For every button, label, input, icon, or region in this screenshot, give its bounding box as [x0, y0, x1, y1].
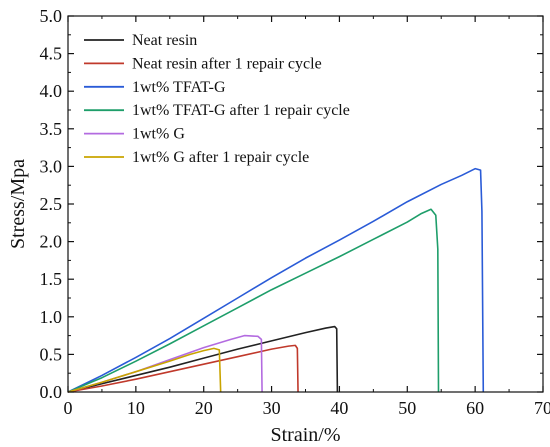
x-axis-title: Strain/% [271, 424, 341, 446]
legend-label-2: Neat resin after 1 repair cycle [132, 55, 322, 72]
legend-label-5: 1wt% G [132, 126, 185, 143]
y-tick-label: 5.0 [40, 6, 63, 26]
y-tick-label: 1.5 [40, 269, 63, 289]
x-tick-label: 0 [64, 398, 73, 418]
y-tick-label: 4.0 [40, 81, 63, 101]
x-tick-label: 60 [466, 398, 484, 418]
y-axis: 0.0 0.5 1.0 1.5 2.0 2.5 3.0 3.5 4.0 4.5 5.0 [40, 6, 543, 402]
series-line-1 [67, 325, 339, 393]
legend: Neat resin Neat resin after 1 repair cycl… [84, 32, 350, 166]
x-tick-label: 10 [127, 398, 145, 418]
series-line-2 [67, 344, 299, 393]
x-tick-label: 70 [534, 398, 550, 418]
legend-label-4: 1wt% TFAT-G after 1 repair cycle [132, 102, 350, 119]
y-tick-label: 3.0 [40, 156, 63, 176]
x-tick-label: 20 [195, 398, 213, 418]
legend-label-3: 1wt% TFAT-G [132, 79, 226, 96]
y-tick-label: 1.0 [40, 307, 63, 327]
y-tick-label: 0.0 [40, 382, 63, 402]
y-tick-label: 2.0 [40, 232, 63, 252]
y-tick-label: 0.5 [40, 344, 63, 364]
series-group [67, 167, 485, 393]
y-tick-label: 3.5 [40, 119, 63, 139]
y-tick-label: 4.5 [40, 44, 63, 64]
x-axis: 0 10 20 30 40 50 60 70 [64, 16, 550, 418]
y-axis-title: Stress/Mpa [7, 159, 29, 249]
series-line-3 [67, 167, 485, 393]
y-tick-label: 2.5 [40, 194, 63, 214]
legend-label-6: 1wt% G after 1 repair cycle [132, 149, 309, 166]
legend-label-1: Neat resin [132, 32, 197, 49]
x-tick-label: 30 [263, 398, 281, 418]
x-tick-label: 40 [330, 398, 348, 418]
series-line-4 [67, 208, 440, 393]
x-tick-label: 50 [398, 398, 416, 418]
series-line-6 [67, 347, 222, 393]
